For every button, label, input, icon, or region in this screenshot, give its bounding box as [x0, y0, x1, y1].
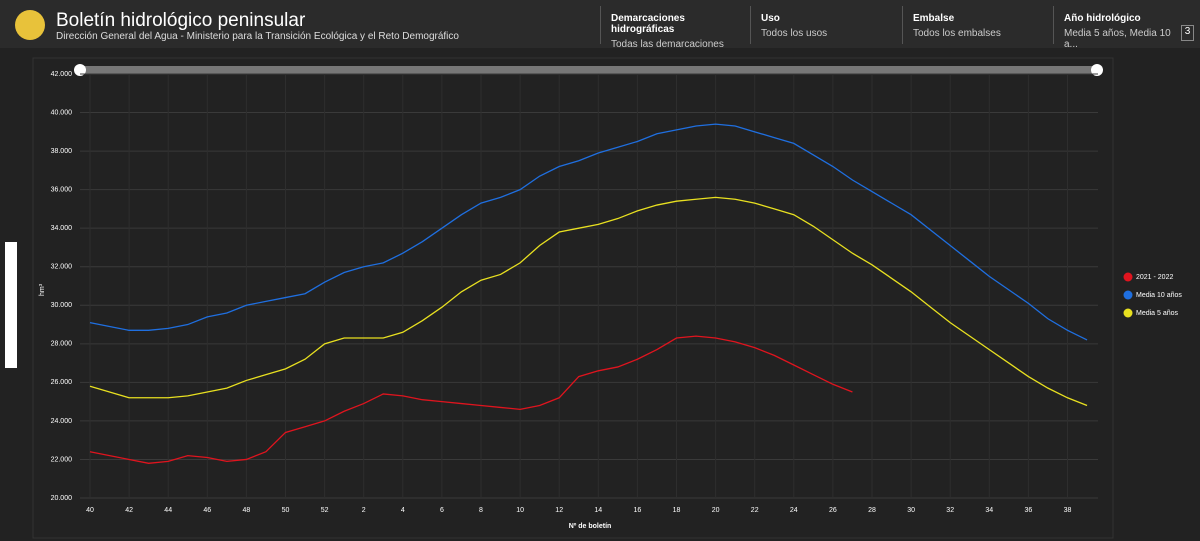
y-tick-label: 38.000: [51, 148, 73, 155]
filter[interactable]: Embalse Todos los embalses: [902, 6, 1053, 44]
x-tick-label: 42: [125, 507, 133, 514]
filter-value: Todos los embalses: [913, 28, 1001, 39]
x-tick-label: 6: [440, 507, 444, 514]
filter[interactable]: Uso Todos los usos: [750, 6, 901, 44]
x-tick-label: 14: [594, 507, 602, 514]
y-tick-label: 30.000: [51, 302, 73, 309]
filter-label: Uso: [761, 13, 780, 24]
y-tick-label: 20.000: [51, 495, 73, 502]
filter-value: Todos los usos: [761, 28, 828, 39]
series-line: [89, 196, 1088, 407]
side-tab[interactable]: [5, 242, 17, 368]
x-tick-label: 40: [86, 507, 94, 514]
y-tick-label: 24.000: [51, 418, 73, 425]
x-tick-label: 2: [362, 507, 366, 514]
chart-panel: [32, 57, 1114, 539]
x-tick-label: 20: [712, 507, 720, 514]
y-tick-label: 36.000: [51, 186, 73, 193]
x-tick-label: 44: [164, 507, 172, 514]
x-tick-label: 50: [282, 507, 290, 514]
legend-swatch: [1123, 308, 1133, 318]
y-tick-label: 42.000: [51, 71, 73, 78]
scroll-handle[interactable]: [1091, 64, 1103, 76]
legend-label: Media 10 años: [1136, 292, 1182, 299]
x-tick-label: 18: [673, 507, 681, 514]
x-tick-label: 36: [1025, 507, 1033, 514]
y-tick-label: 40.000: [51, 109, 73, 116]
scroll-handle[interactable]: [74, 64, 86, 76]
x-tick-label: 10: [516, 507, 524, 514]
y-tick-label: 28.000: [51, 341, 73, 348]
x-tick-label: 30: [907, 507, 915, 514]
title: Boletín hidrológico peninsular: [56, 10, 306, 31]
x-tick-label: 52: [321, 507, 329, 514]
filter[interactable]: Año hidrológico Media 5 años, Media 10 a.…: [1053, 6, 1184, 50]
x-tick-label: 48: [243, 507, 251, 514]
badge: 3: [1181, 25, 1194, 41]
x-tick-label: 12: [555, 507, 563, 514]
series-line: [89, 123, 1088, 341]
legend-label: 2021 - 2022: [1136, 274, 1173, 281]
scroll-bar[interactable]: [80, 66, 1098, 74]
x-tick-label: 4: [401, 507, 405, 514]
series-line: [89, 335, 853, 464]
filter-label: Año hidrológico: [1064, 13, 1141, 24]
x-tick-label: 22: [751, 507, 759, 514]
x-tick-label: 34: [985, 507, 993, 514]
filter-value: Media 5 años, Media 10 a...: [1064, 28, 1171, 50]
legend-swatch: [1123, 272, 1133, 282]
filter-value: Todas las demarcaciones: [611, 39, 724, 50]
legend-label: Media 5 años: [1136, 310, 1179, 317]
y-tick-label: 26.000: [51, 379, 73, 386]
x-tick-label: 26: [829, 507, 837, 514]
filter-label: Demarcaciones hidrográficas: [611, 13, 685, 35]
filter-label: Embalse: [913, 13, 955, 24]
x-tick-label: 32: [946, 507, 954, 514]
x-tick-label: 16: [634, 507, 642, 514]
x-tick-label: 28: [868, 507, 876, 514]
legend-swatch: [1123, 290, 1133, 300]
x-tick-label: 38: [1064, 507, 1072, 514]
x-tick-label: 46: [203, 507, 211, 514]
subtitle: Dirección General del Agua - Ministerio …: [56, 31, 459, 42]
y-tick-label: 32.000: [51, 264, 73, 271]
logo: [15, 10, 45, 40]
y-tick-label: 22.000: [51, 456, 73, 463]
filter[interactable]: Demarcaciones hidrográficas Todas las dem…: [600, 6, 751, 50]
header: Boletín hidrológico peninsular Dirección…: [0, 0, 1200, 50]
x-tick-label: 24: [790, 507, 798, 514]
x-tick-label: 8: [479, 507, 483, 514]
y-tick-label: 34.000: [51, 225, 73, 232]
x-axis-label: Nº de boletín: [569, 523, 612, 530]
y-axis-label: hm³: [39, 283, 46, 296]
